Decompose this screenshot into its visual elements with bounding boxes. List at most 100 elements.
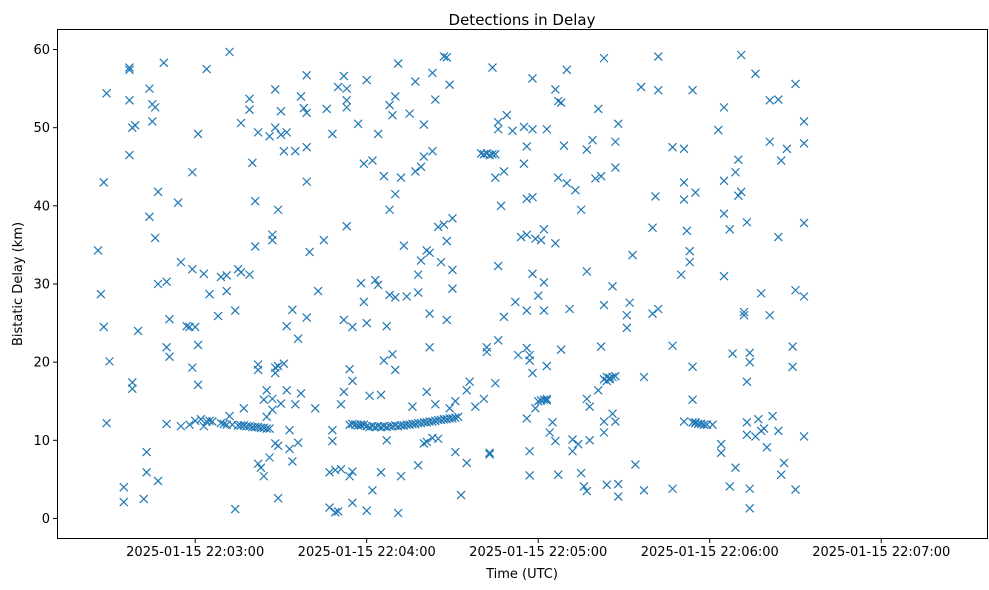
data-point-marker xyxy=(230,306,240,315)
plot-frame xyxy=(57,29,988,539)
data-point-marker xyxy=(327,129,337,139)
data-point-marker xyxy=(265,424,274,434)
data-point-marker xyxy=(745,357,755,367)
data-point-marker xyxy=(336,399,346,409)
data-point-marker xyxy=(570,185,580,195)
data-point-marker xyxy=(493,124,503,134)
data-point-marker xyxy=(731,167,740,177)
data-point-marker xyxy=(525,446,535,456)
data-point-marker xyxy=(125,95,134,105)
data-point-marker xyxy=(347,419,357,429)
data-point-marker xyxy=(582,267,592,276)
data-point-marker xyxy=(682,226,692,236)
data-point-marker xyxy=(336,464,346,474)
data-point-marker xyxy=(716,439,726,449)
data-point-marker xyxy=(247,158,257,168)
data-point-marker xyxy=(596,171,606,181)
data-point-marker xyxy=(390,189,400,199)
x-axis-ticks: 2025-01-15 22:03:00 2025-01-15 22:04:00 20… xyxy=(126,538,950,560)
data-point-marker xyxy=(579,481,589,491)
data-point-marker xyxy=(302,313,312,323)
data-point-marker xyxy=(736,50,746,60)
data-point-marker xyxy=(522,194,532,204)
data-point-marker xyxy=(582,145,592,154)
data-point-marker xyxy=(765,137,775,147)
data-point-marker xyxy=(385,100,395,110)
data-point-marker xyxy=(305,247,314,257)
data-point-marker xyxy=(599,428,609,437)
data-point-marker xyxy=(648,309,657,319)
x-tick-label: 2025-01-15 22:04:00 xyxy=(298,545,436,560)
data-point-marker xyxy=(713,125,723,135)
data-point-marker xyxy=(776,156,786,165)
data-point-marker xyxy=(522,142,532,151)
data-point-marker xyxy=(439,52,449,61)
data-point-marker xyxy=(396,173,406,183)
data-point-marker xyxy=(376,390,386,400)
data-point-marker xyxy=(276,130,286,140)
data-point-marker xyxy=(362,506,372,516)
data-point-marker xyxy=(270,368,280,378)
data-point-marker xyxy=(236,118,246,128)
data-point-marker xyxy=(462,458,472,468)
data-point-marker xyxy=(585,402,595,412)
data-point-marker xyxy=(187,167,197,177)
data-point-marker xyxy=(299,103,309,113)
data-point-marker xyxy=(290,399,300,409)
data-point-marker xyxy=(410,77,420,87)
y-tick-label: 50 xyxy=(33,121,50,136)
data-point-marker xyxy=(222,270,232,280)
data-point-marker xyxy=(602,480,612,490)
data-point-marker xyxy=(628,250,637,260)
data-point-marker xyxy=(413,460,423,470)
data-point-marker xyxy=(799,117,809,126)
data-point-marker xyxy=(256,463,266,473)
data-point-marker xyxy=(176,421,186,431)
data-point-marker xyxy=(688,395,698,405)
data-point-marker xyxy=(302,177,312,187)
data-point-marker xyxy=(731,463,740,473)
data-point-marker xyxy=(439,220,449,230)
data-point-marker xyxy=(448,414,457,423)
data-point-marker xyxy=(253,127,263,137)
data-point-marker xyxy=(596,342,606,351)
data-point-marker xyxy=(685,246,695,256)
data-point-marker xyxy=(768,411,778,421)
data-point-marker xyxy=(393,59,403,69)
data-point-marker xyxy=(599,53,609,63)
data-point-marker xyxy=(388,349,397,359)
data-point-marker xyxy=(562,178,572,188)
data-point-marker xyxy=(610,371,620,381)
data-point-marker xyxy=(448,265,457,275)
data-point-marker xyxy=(622,323,632,333)
data-point-marker xyxy=(125,150,134,160)
data-point-marker xyxy=(390,365,400,375)
x-tick-label: 2025-01-15 22:03:00 xyxy=(126,545,264,560)
data-point-marker xyxy=(382,321,392,331)
data-point-marker xyxy=(773,95,783,104)
y-axis-title: Bistatic Delay (km) xyxy=(11,222,26,346)
data-point-marker xyxy=(385,205,395,215)
data-point-marker xyxy=(428,68,437,78)
data-point-marker xyxy=(187,264,197,274)
data-point-marker xyxy=(310,403,320,413)
data-point-marker xyxy=(442,52,452,62)
data-point-marker xyxy=(525,471,535,480)
data-point-marker xyxy=(162,419,172,429)
data-point-marker xyxy=(668,142,677,152)
data-point-marker xyxy=(653,304,663,314)
data-point-marker xyxy=(425,342,435,352)
data-point-marker xyxy=(453,412,463,422)
data-point-marker xyxy=(296,92,306,101)
data-point-marker xyxy=(267,394,277,404)
data-point-marker xyxy=(742,377,752,387)
data-point-marker xyxy=(625,298,635,308)
data-point-marker xyxy=(190,322,200,332)
data-point-marker xyxy=(568,446,577,456)
data-point-marker xyxy=(402,292,412,301)
data-point-marker xyxy=(450,413,460,423)
data-point-marker xyxy=(719,209,729,219)
data-point-marker xyxy=(388,110,397,120)
data-point-marker xyxy=(145,84,154,94)
